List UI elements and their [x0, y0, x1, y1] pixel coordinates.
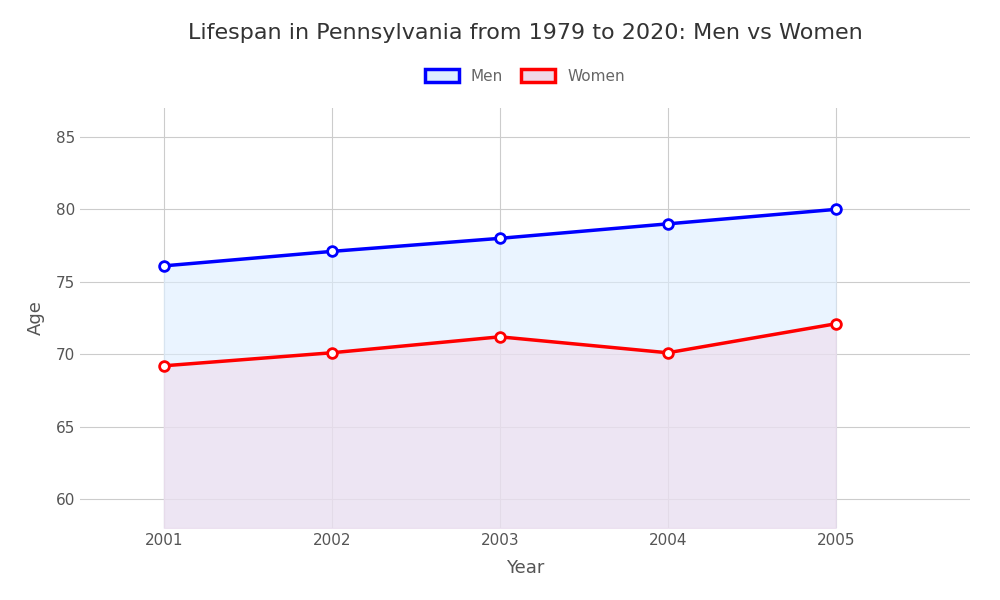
X-axis label: Year: Year	[506, 559, 544, 577]
Legend: Men, Women: Men, Women	[417, 61, 633, 91]
Y-axis label: Age: Age	[27, 301, 45, 335]
Title: Lifespan in Pennsylvania from 1979 to 2020: Men vs Women: Lifespan in Pennsylvania from 1979 to 20…	[188, 23, 862, 43]
